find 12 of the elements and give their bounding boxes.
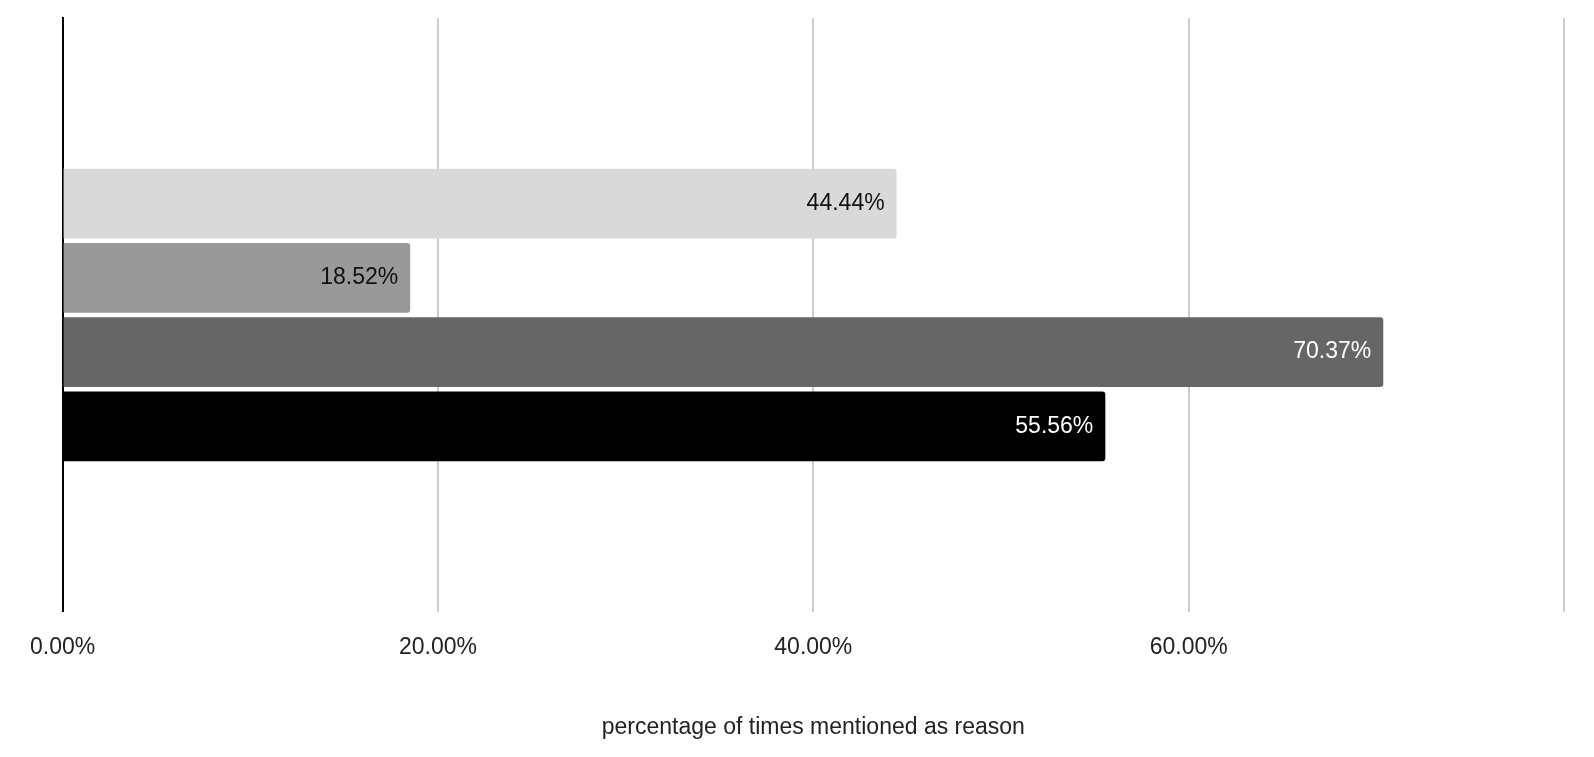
data-label: 44.44% [806,189,885,216]
x-tick-label: 20.00% [398,632,477,659]
x-axis-title: percentage of times mentioned as reason [601,712,1025,739]
bar [63,168,897,239]
bar [63,317,1384,387]
data-label: 18.52% [320,263,399,290]
x-tick-label: 60.00% [1149,632,1228,659]
bar [63,243,411,313]
data-label: 70.37% [1293,337,1372,364]
data-label: 55.56% [1015,411,1094,438]
x-tick-label: 0.00% [30,632,96,659]
x-tick-label: 40.00% [774,632,853,659]
